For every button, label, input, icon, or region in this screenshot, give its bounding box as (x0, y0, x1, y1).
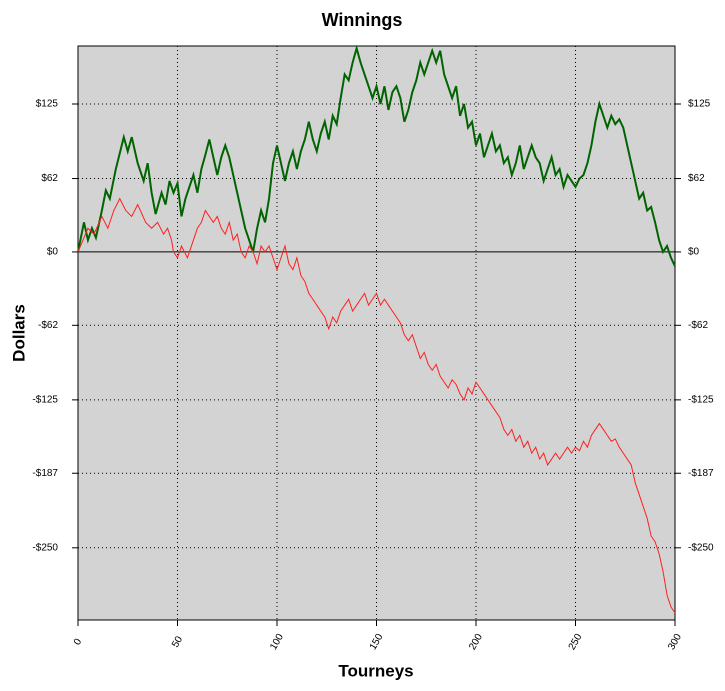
y-tick-label: -$125 (32, 395, 58, 406)
x-tick-label: 100 (268, 632, 286, 652)
plot-area (78, 46, 675, 620)
y2-tick-label: -$62 (688, 320, 708, 331)
y2-tick-label: $125 (688, 99, 711, 110)
x-axis-title: Tourneys (338, 661, 413, 680)
y2-tick-label: $62 (688, 173, 705, 184)
y-tick-label: -$187 (32, 468, 58, 479)
y-tick-label: -$62 (38, 320, 58, 331)
y-tick-label: $62 (41, 173, 58, 184)
y-tick-label: $125 (36, 99, 59, 110)
x-tick-label: 0 (72, 637, 85, 648)
y2-tick-label: -$125 (688, 395, 714, 406)
x-tick-label: 150 (368, 632, 386, 652)
y2-tick-label: -$250 (688, 542, 714, 553)
x-tick-label: 50 (170, 634, 185, 650)
x-tick-label: 200 (467, 632, 485, 652)
y-tick-label: -$250 (32, 542, 58, 553)
plot-border (77, 45, 676, 621)
x-tick-label: 250 (567, 632, 585, 652)
y2-tick-label: $0 (688, 247, 700, 258)
y-axis-title: Dollars (9, 304, 28, 362)
y2-tick-label: -$187 (688, 468, 714, 479)
chart-title: Winnings (322, 10, 403, 30)
line-series (77, 44, 676, 267)
x-tick-label: 300 (666, 632, 684, 652)
y-tick-label: $0 (47, 247, 59, 258)
line-series (77, 197, 676, 614)
